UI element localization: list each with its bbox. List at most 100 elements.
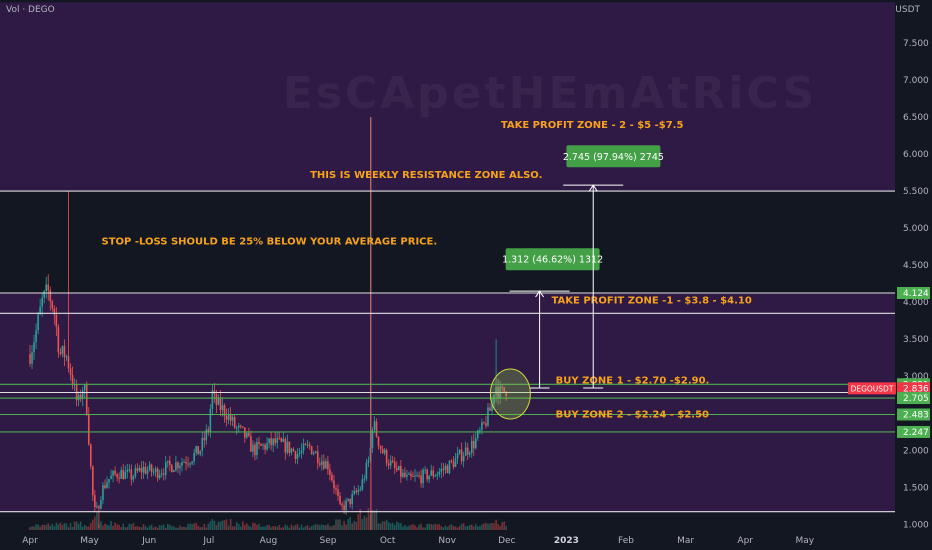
candle-body <box>79 394 82 400</box>
volume-bar <box>132 523 135 530</box>
volume-bar <box>71 526 74 530</box>
candle-body <box>268 438 270 444</box>
price-tag-label: 2.483 <box>903 410 929 420</box>
symbol-tag-label: DEGOUSDT <box>851 384 894 393</box>
candle-body <box>211 390 214 409</box>
volume-bar <box>65 523 68 530</box>
volume-bar <box>375 509 378 530</box>
candle-body <box>371 429 374 448</box>
volume-bar <box>160 525 163 530</box>
candle-body <box>353 490 356 495</box>
candle-body <box>41 297 43 307</box>
volume-bar <box>231 526 234 530</box>
volume-bar <box>41 524 43 530</box>
price-tick-label: 7.000 <box>903 76 929 86</box>
candle-body <box>412 476 414 478</box>
candle-body <box>87 414 90 445</box>
candle-body <box>304 443 307 445</box>
symbol-tag[interactable] <box>848 382 896 395</box>
volume-bar <box>339 519 341 530</box>
volume-bar <box>351 523 353 530</box>
price-tick-label: 4.500 <box>903 261 929 271</box>
volume-bar <box>179 525 181 530</box>
candle-body <box>138 468 141 471</box>
volume-indicator-label[interactable]: Vol · DEGO <box>6 5 55 15</box>
volume-bar <box>377 523 380 530</box>
price-tag[interactable] <box>897 408 930 421</box>
candle-body <box>373 421 376 430</box>
volume-bar <box>470 524 473 530</box>
time-tick-label: Apr <box>737 536 753 546</box>
time-axis-background <box>0 530 932 550</box>
candle-body <box>100 499 102 509</box>
candle-body <box>260 443 262 446</box>
volume-bar <box>173 526 175 530</box>
candle-body <box>77 394 80 401</box>
price-axis[interactable]: 1.0001.5002.0002.5003.0003.5004.0004.500… <box>848 0 932 550</box>
volume-bar <box>272 526 274 530</box>
candle-body <box>339 496 341 504</box>
volume-bar <box>318 524 321 530</box>
volume-bar <box>280 527 283 530</box>
candle-body <box>420 475 422 484</box>
candle-body <box>83 384 86 391</box>
candle-body <box>314 451 317 454</box>
volume-bar <box>359 508 362 530</box>
candle-body <box>361 479 364 490</box>
volume-bar <box>55 522 58 530</box>
volume-bar <box>385 519 388 530</box>
candle-body <box>327 461 329 470</box>
candle-body <box>414 475 416 477</box>
volume-bar <box>83 524 86 530</box>
time-axis[interactable]: Apr May Jun Jul Aug Sep Oct Nov Dec 2023 Feb Mar Apr… <box>0 530 932 550</box>
volume-bar <box>274 525 276 530</box>
volume-bar <box>361 518 364 530</box>
price-tag-label: 2.247 <box>903 428 929 438</box>
zone-lines[interactable] <box>0 190 895 513</box>
candle-body <box>112 470 114 476</box>
volume-bar <box>183 526 185 530</box>
candle-body <box>391 460 394 463</box>
candle-body <box>183 461 185 463</box>
candle-body <box>365 462 368 479</box>
candle-body <box>231 417 234 421</box>
volume-bar <box>430 524 433 530</box>
volume-bar <box>321 524 323 530</box>
candle-body <box>288 441 291 453</box>
volume-bar <box>312 525 315 530</box>
volume-bar <box>181 526 183 530</box>
measure-label-text: 1.312 (46.62%) 1312 <box>502 255 603 266</box>
price-tag[interactable] <box>897 392 930 405</box>
price-tag[interactable] <box>897 286 930 299</box>
candle-body <box>134 468 137 477</box>
volume-bar <box>199 527 202 530</box>
volume-bar <box>479 526 481 530</box>
candle-body <box>71 374 74 386</box>
candle-body <box>146 470 149 474</box>
volume-bar <box>446 526 449 530</box>
volume-bar <box>426 523 428 530</box>
candle-body <box>223 405 226 417</box>
volume-bar <box>316 524 319 530</box>
candle-body <box>505 391 508 397</box>
candle-body <box>31 352 33 364</box>
candle-body <box>462 455 465 462</box>
time-tick-label: May <box>795 536 814 546</box>
candle-body <box>335 488 337 490</box>
volume-bar <box>217 521 220 530</box>
volume-bar <box>308 527 311 530</box>
price-tag[interactable] <box>897 382 930 395</box>
candle-body <box>298 452 301 454</box>
candle-body <box>290 448 293 453</box>
candle-body <box>495 386 497 395</box>
volume-bar <box>304 526 307 530</box>
candle-body <box>428 475 431 480</box>
volume-bar <box>428 523 431 530</box>
price-tick-label: 4.000 <box>903 298 929 308</box>
volume-bar <box>418 524 420 530</box>
price-tick-label: 3.500 <box>903 335 929 345</box>
price-tag[interactable] <box>897 425 930 438</box>
candle-body <box>158 474 161 478</box>
candle-body <box>35 330 37 343</box>
